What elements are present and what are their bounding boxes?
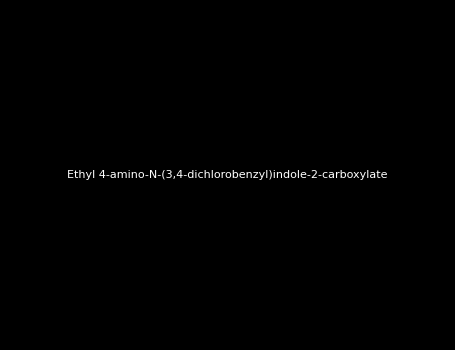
Text: Ethyl 4-amino-N-(3,4-dichlorobenzyl)indole-2-carboxylate: Ethyl 4-amino-N-(3,4-dichlorobenzyl)indo… <box>67 170 388 180</box>
